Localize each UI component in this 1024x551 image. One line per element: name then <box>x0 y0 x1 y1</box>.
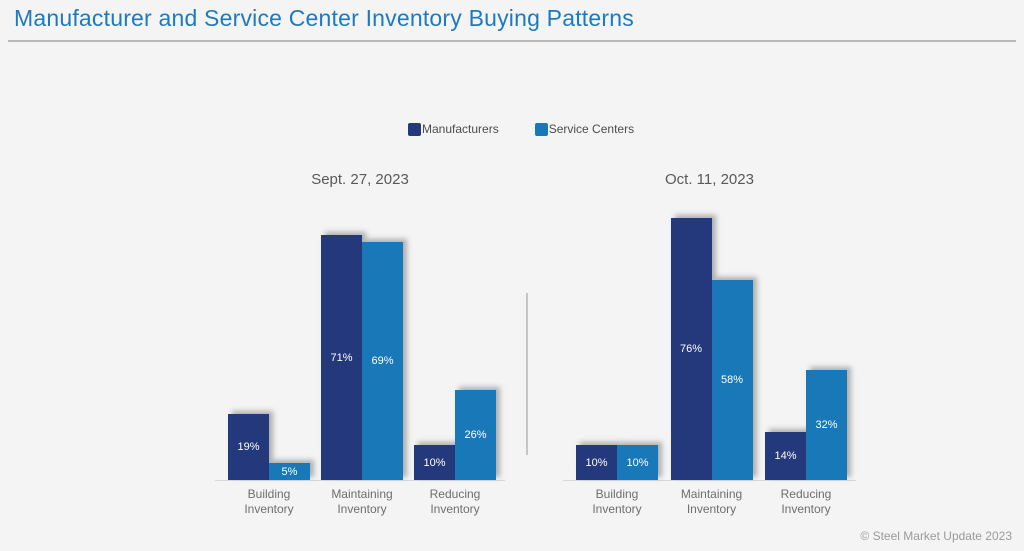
bar-value-label: 58% <box>720 374 744 386</box>
service-centers-bar: 69% <box>362 242 403 480</box>
bar-group: 10% 10% <box>576 445 658 480</box>
service-centers-bar: 58% <box>711 280 753 480</box>
legend-item-manufacturers: Manufacturers <box>408 122 499 136</box>
manufacturers-bar: 71% <box>321 235 362 480</box>
manufacturers-bar: 10% <box>414 445 455 480</box>
manufacturers-swatch-icon <box>408 122 422 136</box>
service-centers-bar: 32% <box>806 370 847 480</box>
bar-value-label: 19% <box>237 441 260 453</box>
service-centers-bar: 10% <box>617 445 658 480</box>
bar-plot-area: 10% 10% 76% 58% 14% 32% <box>563 205 856 481</box>
category-label: Reducing Inventory <box>429 487 481 516</box>
manufacturers-bar: 19% <box>228 414 269 480</box>
title-divider <box>8 40 1016 42</box>
bar-value-label: 26% <box>464 429 487 441</box>
chart-date-title: Sept. 27, 2023 <box>311 171 409 188</box>
bar-value-label: 69% <box>371 355 394 367</box>
bar-group: 14% 32% <box>765 370 847 480</box>
category-label: Maintaining Inventory <box>331 487 393 516</box>
category-label: Maintaining Inventory <box>680 487 743 516</box>
bar-group: 19% 5% <box>228 414 310 480</box>
manufacturers-bar: 14% <box>765 432 806 480</box>
service-centers-bar: 5% <box>269 463 310 480</box>
chart-legend: Manufacturers Service Centers <box>408 122 634 136</box>
bar-value-label: 71% <box>330 351 353 364</box>
category-label: Building Inventory <box>244 487 294 516</box>
category-axis-labels: Building Inventory Maintaining Inventory R… <box>563 487 856 517</box>
bar-value-label: 10% <box>585 456 608 469</box>
copyright-credit: © Steel Market Update 2023 <box>860 529 1012 543</box>
category-label: Building Inventory <box>592 487 642 516</box>
manufacturers-bar: 10% <box>576 445 617 480</box>
bar-value-label: 14% <box>774 450 797 462</box>
bar-group: 10% 26% <box>414 390 496 480</box>
page-title: Manufacturer and Service Center Inventor… <box>14 5 634 31</box>
service-centers-bar: 26% <box>455 390 496 480</box>
chart-panel-sept-27: Sept. 27, 2023 19% 5% 71% 69% 10% 26% Buildin… <box>215 165 505 517</box>
bar-value-label: 10% <box>423 456 446 469</box>
chart-date-title: Oct. 11, 2023 <box>665 171 754 188</box>
bar-group: 76% 58% <box>670 218 753 480</box>
chart-panel-oct-11: Oct. 11, 2023 10% 10% 76% 58% 14% 32% Buildin… <box>563 165 856 517</box>
bar-value-label: 76% <box>679 343 703 355</box>
charts-separator-line <box>526 293 528 455</box>
manufacturers-bar: 76% <box>670 218 712 480</box>
legend-label: Service Centers <box>548 122 635 136</box>
category-axis-labels: Building Inventory Maintaining Inventory R… <box>215 487 505 517</box>
legend-label: Manufacturers <box>422 122 499 136</box>
bar-value-label: 10% <box>626 456 649 469</box>
bar-value-label: 32% <box>815 419 838 431</box>
bar-plot-area: 19% 5% 71% 69% 10% 26% <box>215 205 505 481</box>
service-centers-swatch-icon <box>534 122 548 136</box>
bar-value-label: 5% <box>281 465 298 478</box>
bar-group: 71% 69% <box>321 235 403 480</box>
legend-item-service-centers: Service Centers <box>534 122 635 136</box>
category-label: Reducing Inventory <box>780 487 832 516</box>
